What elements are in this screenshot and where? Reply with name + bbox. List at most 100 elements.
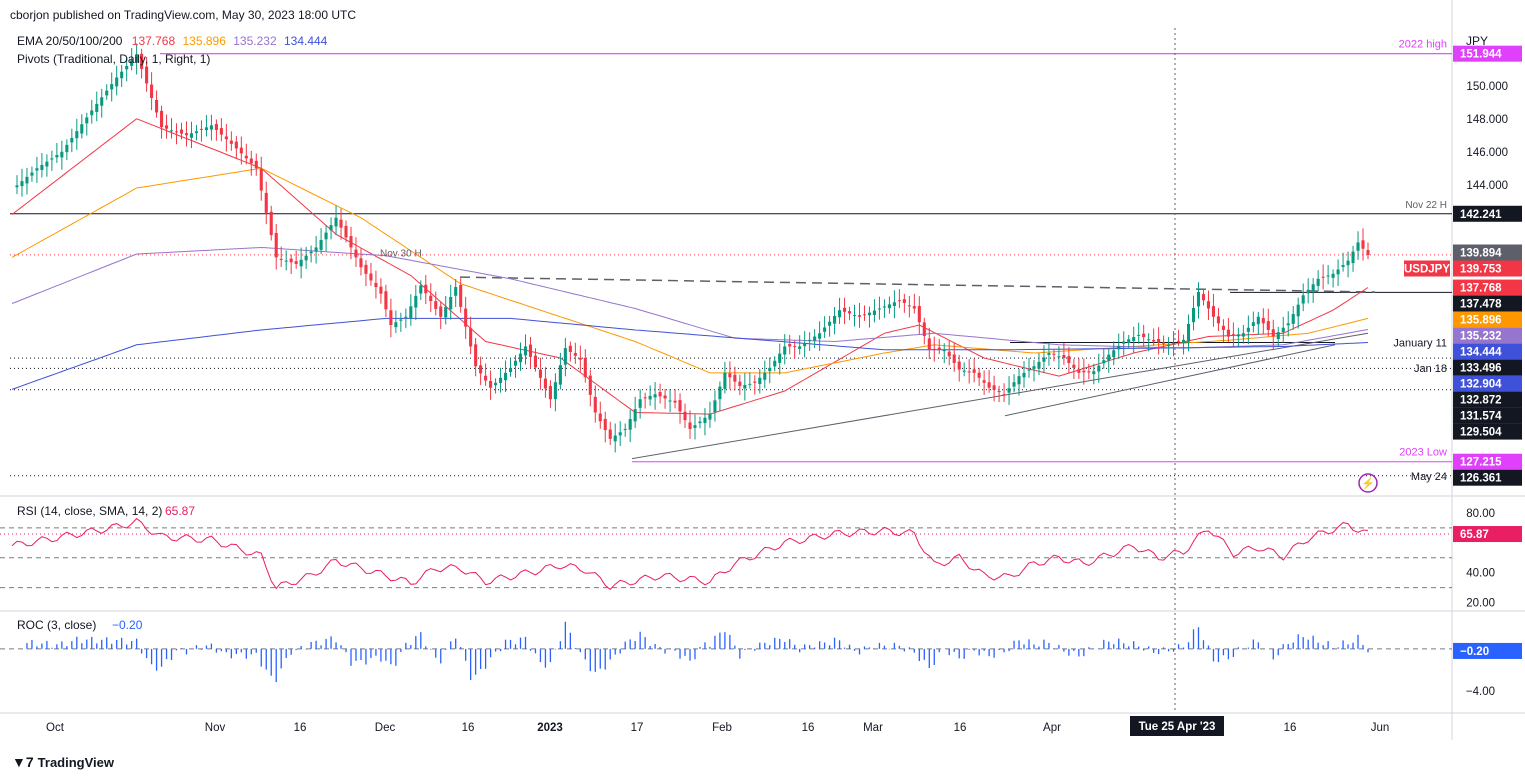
candle-body (1152, 339, 1156, 342)
ema-legend[interactable]: EMA 20/50/100/200 137.768 135.896 135.23… (17, 34, 327, 48)
candle-body (887, 304, 891, 309)
price-label: 131.574 (1460, 411, 1502, 423)
candle-body (678, 400, 682, 412)
candle-body (469, 328, 473, 347)
candle-body (698, 421, 702, 424)
candle-body (199, 128, 203, 130)
candle-body (459, 285, 463, 307)
rsi-tick-label: 20.00 (1466, 598, 1495, 610)
candle-body (1361, 240, 1365, 249)
candle-body (259, 168, 263, 191)
candle-body (1211, 306, 1216, 317)
ema-line-2 (11, 167, 1369, 374)
candle-body (668, 400, 672, 402)
candle-body (803, 343, 807, 347)
candle-body (424, 284, 428, 294)
candle-body (543, 378, 547, 389)
candle-body (1201, 294, 1206, 301)
candle-body (1276, 332, 1280, 339)
candle-body (169, 130, 174, 132)
price-label: 135.232 (1460, 331, 1502, 343)
candle-body (813, 336, 817, 341)
candle-body (598, 413, 602, 422)
nov30h-resistance (459, 276, 1376, 293)
price-label-bg (1453, 343, 1522, 360)
candle-body (1286, 323, 1290, 326)
candle-body (419, 285, 423, 294)
candle-body (294, 261, 298, 264)
price-label-bg (1453, 391, 1522, 408)
price-label: 142.241 (1460, 209, 1502, 221)
candle-body (344, 225, 348, 238)
candle-body (404, 316, 408, 318)
candle-body (1012, 382, 1016, 387)
candle-body (1047, 353, 1051, 356)
candle-body (1162, 342, 1166, 344)
candle-body (992, 385, 996, 390)
candle-body (160, 110, 164, 127)
price-label: 133.496 (1460, 363, 1502, 375)
tradingview-logo[interactable]: ▼7 TradingView (12, 754, 114, 770)
candle-body (623, 428, 627, 430)
candle-body (882, 306, 886, 308)
time-tick-label: 16 (462, 722, 475, 734)
candle-body (847, 311, 852, 314)
candle-body (753, 381, 757, 383)
currency-label: JPY (1466, 34, 1489, 48)
roc-label: ROC (3, close) (17, 618, 96, 632)
candle-body (1281, 327, 1285, 333)
candle-body (1271, 329, 1275, 337)
candle-body (254, 160, 258, 169)
candle-body (130, 60, 134, 66)
pivots-legend[interactable]: Pivots (Traditional, Daily, 1, Right, 1) (17, 52, 211, 66)
candle-body (718, 386, 722, 400)
candle-body (828, 321, 832, 326)
candle-body (489, 380, 493, 388)
candle-body (917, 306, 921, 323)
candle-body (1142, 333, 1146, 338)
candle-body (922, 322, 926, 336)
price-tick-label: 150.000 (1466, 81, 1508, 93)
ema200-value: 134.444 (283, 34, 328, 48)
time-tick-label: Feb (712, 722, 732, 734)
roc-value-bg (1453, 642, 1522, 659)
candle-body (1052, 353, 1056, 355)
candle-body (892, 302, 896, 306)
candle-body (1132, 337, 1136, 342)
price-label: 132.904 (1460, 379, 1502, 391)
candle-body (967, 371, 971, 373)
candle-body (957, 361, 961, 370)
candle-body (568, 345, 572, 352)
candle-body (264, 192, 268, 213)
candle-body (1311, 284, 1315, 292)
candle-body (214, 123, 218, 130)
candle-body (1251, 322, 1255, 326)
candle-body (1316, 278, 1320, 286)
candle-body (1042, 357, 1046, 362)
candle-body (1346, 260, 1350, 266)
candle-body (444, 306, 448, 318)
candle-body (85, 117, 89, 124)
candle-body (633, 409, 637, 422)
time-tick-label: 17 (631, 722, 644, 734)
candle-body (449, 296, 453, 310)
annotations: 2022 high Nov 22 H Nov 30 H January 11 Jan 1… (380, 39, 1447, 493)
candle-body (862, 314, 867, 316)
roc-pane: −4.00 −0.20 ROC (3, close) −0.20 (0, 618, 1522, 698)
candle-body (219, 128, 223, 135)
ema20-value: 137.768 (131, 34, 176, 48)
candle-body (50, 158, 54, 160)
candle-body (30, 172, 34, 176)
anno-nov22h: Nov 22 H (1405, 200, 1447, 211)
candle-body (434, 301, 438, 309)
price-label-bg (1453, 469, 1522, 486)
candle-body (783, 346, 787, 355)
candle-body (773, 360, 777, 367)
candle-body (713, 400, 717, 413)
candle-body (1172, 343, 1176, 345)
candle-body (150, 84, 154, 98)
candle-body (439, 306, 443, 317)
time-cursor-bg (1130, 716, 1224, 736)
candle-body (1032, 366, 1036, 370)
time-tick-label: Apr (1043, 722, 1061, 734)
